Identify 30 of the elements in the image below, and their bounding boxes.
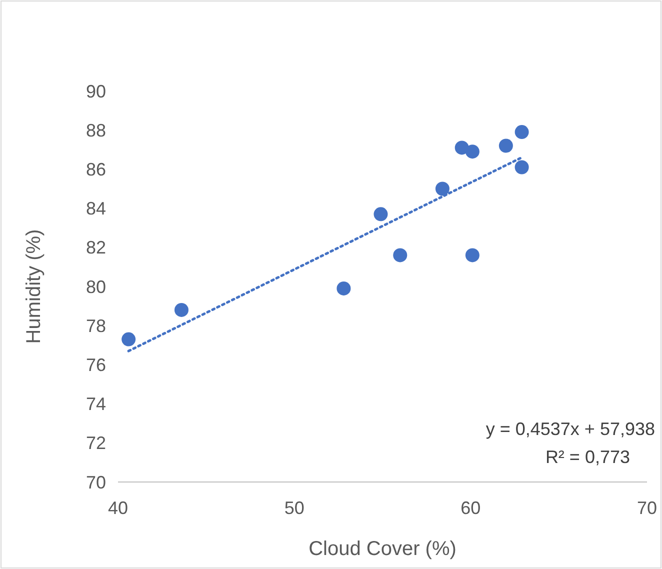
point [393,248,408,262]
y-tick-label: 86 [86,160,106,180]
x-axis-title: Cloud Cover (%) [308,538,456,560]
x-tick-label: 70 [636,498,658,518]
point [435,182,450,196]
y-tick-label: 84 [86,198,106,219]
point [336,281,351,296]
x-tick-label: 50 [284,498,304,518]
point [498,138,513,153]
point [122,332,136,346]
point [465,144,480,159]
y-tick-label: 82 [86,238,106,258]
y-axis-title: Humidity (%) [23,229,45,344]
x-tick-label: 60 [460,498,481,518]
y-tick-label: 90 [86,81,106,102]
y-tick-label: 74 [86,394,106,414]
point [465,248,480,262]
y-tick-label: 76 [86,355,106,375]
annotation: y = 0,4537x + 57,938 [486,419,655,439]
point [374,207,388,222]
annotation: R² = 0,773 [545,447,630,467]
x-tick-label: 40 [108,498,128,518]
y-tick-label: 88 [86,120,106,140]
y-tick-label: 72 [86,433,106,454]
y-tick-label: 70 [86,472,106,492]
point [514,160,529,174]
point [174,302,188,317]
y-tick-label: 80 [86,276,106,297]
point [514,125,529,140]
y-tick-label: 78 [86,316,106,336]
